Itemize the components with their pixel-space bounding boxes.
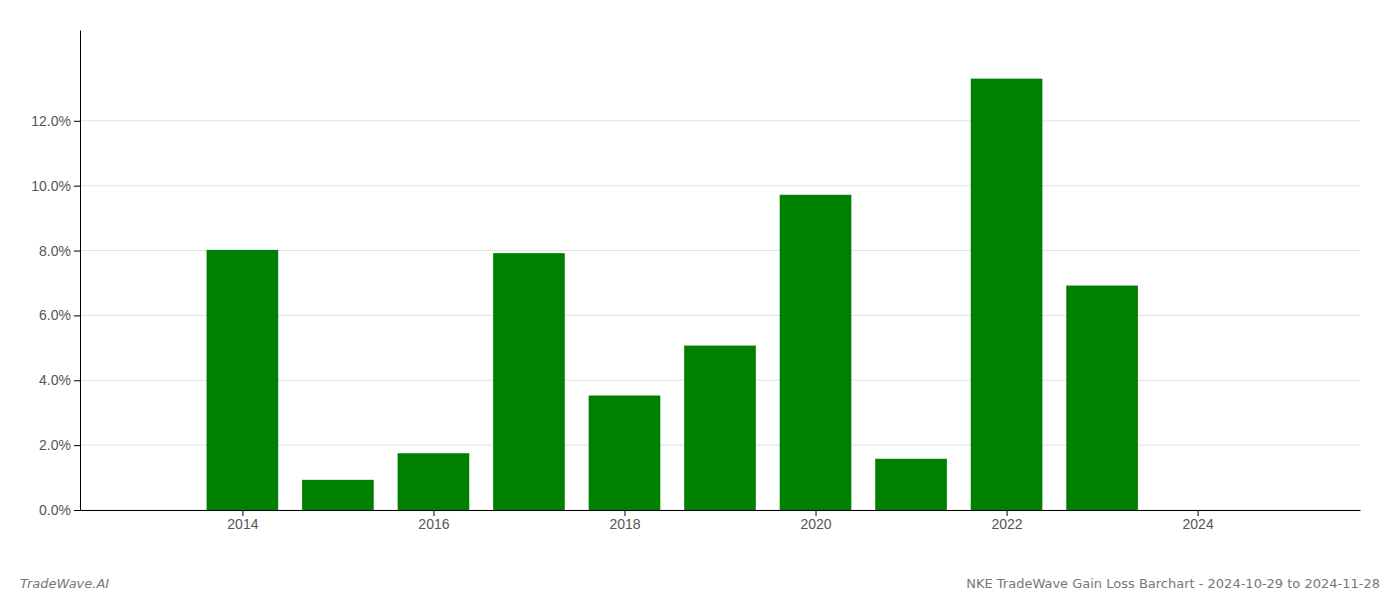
y-axis: 0.0% 2.0% 4.0% 6.0% 8.0% 10.0% 12.0% xyxy=(31,31,80,518)
x-tick-label: 2020 xyxy=(800,516,831,532)
footer-left: TradeWave.AI xyxy=(20,576,109,591)
y-tick-label: 0.0% xyxy=(39,502,71,518)
x-tick: 2022 xyxy=(991,510,1022,532)
bar xyxy=(684,346,756,510)
grid xyxy=(80,121,1360,510)
bar xyxy=(589,396,661,510)
y-tick-mark xyxy=(74,510,80,511)
bar xyxy=(1066,286,1138,510)
grid-line xyxy=(80,120,1360,121)
x-tick: 2016 xyxy=(418,510,449,532)
bar xyxy=(207,250,279,510)
y-tick-mark xyxy=(74,315,80,316)
y-tick-label: 12.0% xyxy=(31,113,71,129)
x-tick: 2024 xyxy=(1183,510,1214,532)
x-tick: 2018 xyxy=(609,510,640,532)
y-axis-line xyxy=(80,31,81,511)
bar xyxy=(398,453,470,510)
x-axis: 2014 2016 2018 2020 2022 2024 xyxy=(81,510,1361,532)
y-tick-mark xyxy=(74,121,80,122)
y-tick-mark xyxy=(74,380,80,381)
plot-area: 0.0%2.0%4.0%6.0%8.0%10.0%12.0%2014201620… xyxy=(31,31,1360,532)
x-axis-line xyxy=(81,510,1361,511)
y-tick-mark xyxy=(74,445,80,446)
bar xyxy=(780,195,852,510)
y-tick-label: 8.0% xyxy=(39,243,71,259)
footer-right: NKE TradeWave Gain Loss Barchart - 2024-… xyxy=(966,576,1380,591)
y-tick-label: 10.0% xyxy=(31,178,71,194)
y-tick: 2.0% xyxy=(39,437,80,453)
x-tick-label: 2016 xyxy=(418,516,449,532)
y-tick-mark xyxy=(74,186,80,187)
y-tick: 10.0% xyxy=(31,178,80,194)
bar xyxy=(971,79,1043,510)
y-tick: 8.0% xyxy=(39,243,80,259)
x-tick: 2014 xyxy=(227,510,258,532)
bar xyxy=(493,253,565,510)
y-tick-label: 4.0% xyxy=(39,372,71,388)
x-tick: 2020 xyxy=(800,510,831,532)
bars xyxy=(207,79,1138,510)
x-tick-label: 2022 xyxy=(991,516,1022,532)
bar xyxy=(875,459,947,510)
y-tick: 4.0% xyxy=(39,372,80,388)
y-tick: 12.0% xyxy=(31,113,80,129)
chart-svg: 0.0%2.0%4.0%6.0%8.0%10.0%12.0%2014201620… xyxy=(0,0,1400,600)
y-tick: 0.0% xyxy=(39,502,80,518)
x-tick-label: 2024 xyxy=(1183,516,1214,532)
bar xyxy=(302,480,374,510)
y-tick-label: 6.0% xyxy=(39,307,71,323)
y-tick-mark xyxy=(74,251,80,252)
y-tick-label: 2.0% xyxy=(39,437,71,453)
grid-line xyxy=(80,185,1360,186)
x-tick-label: 2014 xyxy=(227,516,258,532)
x-tick-label: 2018 xyxy=(609,516,640,532)
y-tick: 6.0% xyxy=(39,307,80,323)
